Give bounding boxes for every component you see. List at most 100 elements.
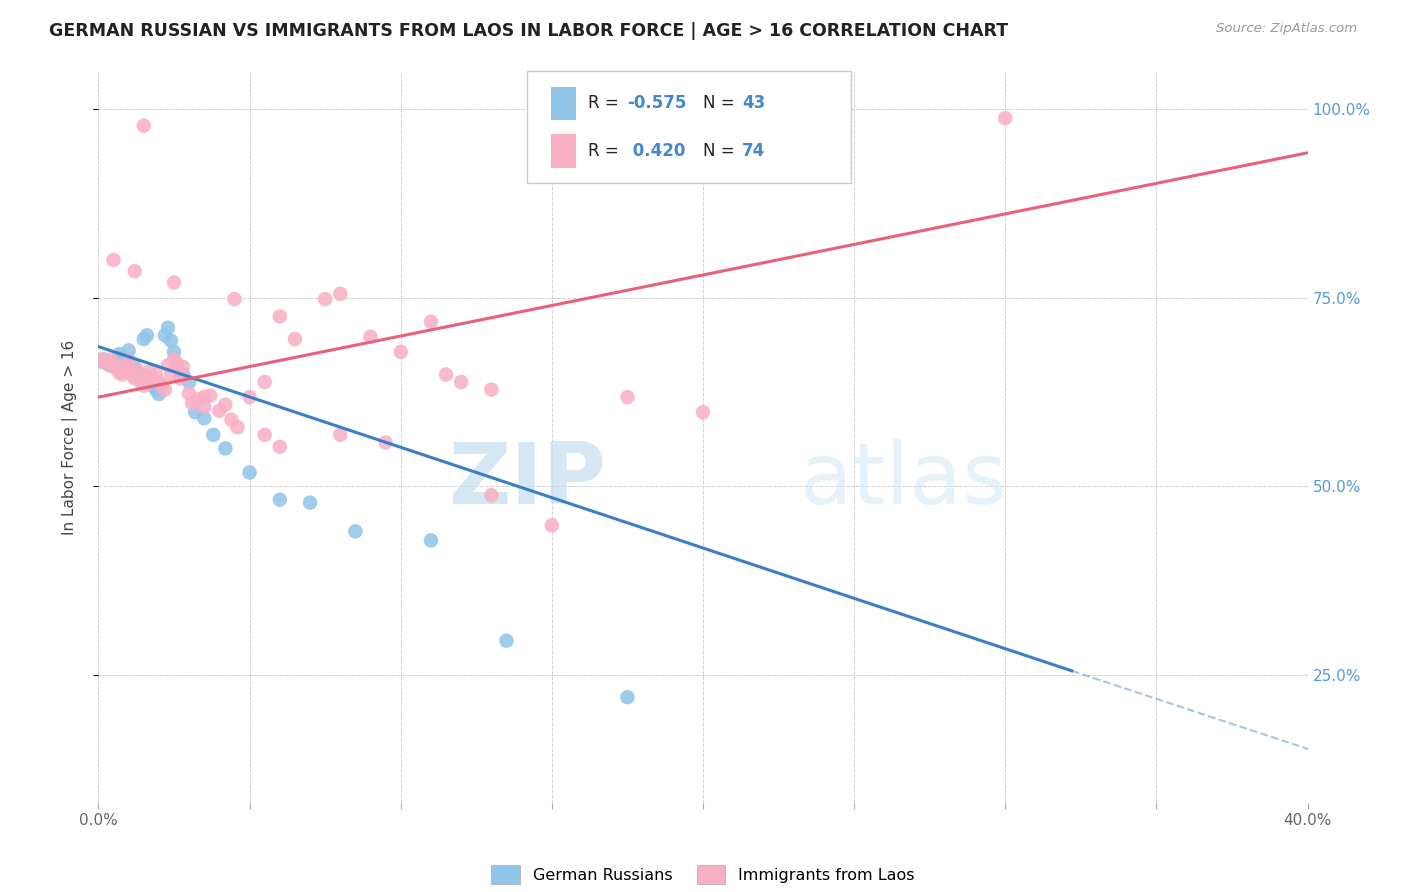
Point <box>108 347 131 361</box>
Point <box>93 352 115 367</box>
Point <box>495 633 517 648</box>
Point <box>114 357 136 371</box>
Point <box>224 292 246 306</box>
Point <box>108 366 131 380</box>
Point <box>105 359 128 374</box>
Point <box>253 375 276 389</box>
Point <box>129 369 152 384</box>
Point <box>420 315 443 329</box>
Point <box>121 368 143 382</box>
Point <box>118 359 141 374</box>
Text: N =: N = <box>703 142 740 160</box>
Point <box>96 357 118 371</box>
Point <box>145 368 167 382</box>
Point <box>200 389 222 403</box>
Point <box>540 518 562 533</box>
Point <box>103 356 125 370</box>
Point <box>179 386 201 401</box>
Point <box>111 368 134 382</box>
Point <box>360 330 382 344</box>
Point <box>193 411 215 425</box>
Point <box>163 352 186 367</box>
Point <box>221 413 243 427</box>
Point <box>132 379 155 393</box>
Point <box>150 379 173 393</box>
Point <box>616 690 638 705</box>
Point <box>269 492 291 507</box>
Point <box>124 371 146 385</box>
Text: R =: R = <box>588 142 624 160</box>
Point <box>145 383 167 397</box>
Point <box>100 352 122 367</box>
Text: -0.575: -0.575 <box>627 95 686 112</box>
Point <box>142 379 165 393</box>
Point <box>139 364 162 378</box>
Text: R =: R = <box>588 95 624 112</box>
Point <box>100 359 122 373</box>
Point <box>127 364 149 378</box>
Point <box>202 427 225 442</box>
Point <box>118 354 141 368</box>
Point <box>121 362 143 376</box>
Point <box>184 405 207 419</box>
Point <box>103 252 125 267</box>
Point <box>148 387 170 401</box>
Point <box>124 264 146 278</box>
Point <box>374 435 396 450</box>
Point <box>269 440 291 454</box>
Point <box>166 357 188 371</box>
Point <box>193 390 215 404</box>
Text: ZIP: ZIP <box>449 440 606 523</box>
Point <box>344 524 367 539</box>
Point <box>114 364 136 378</box>
Point <box>994 111 1017 125</box>
Point <box>163 344 186 359</box>
Point <box>269 310 291 324</box>
Point <box>103 359 125 373</box>
Point <box>389 344 412 359</box>
Point <box>172 368 194 382</box>
Point <box>160 368 183 382</box>
Point <box>239 390 262 404</box>
Point <box>118 354 141 368</box>
Point <box>179 375 201 389</box>
Point <box>132 119 155 133</box>
Point <box>135 328 157 343</box>
Point <box>105 362 128 376</box>
Point <box>90 354 112 368</box>
Point <box>329 427 352 442</box>
Text: N =: N = <box>703 95 740 112</box>
Point <box>214 442 236 456</box>
Point <box>172 359 194 374</box>
Point <box>156 359 179 373</box>
Point <box>129 375 152 389</box>
Point <box>124 359 146 374</box>
Point <box>214 398 236 412</box>
Point <box>166 359 188 374</box>
Point <box>314 292 336 306</box>
Point <box>90 352 112 367</box>
Point <box>420 533 443 548</box>
Point <box>208 403 231 417</box>
Point <box>284 332 307 346</box>
Point <box>193 400 215 414</box>
Point <box>481 383 503 397</box>
Text: atlas: atlas <box>800 440 1008 523</box>
Point <box>163 276 186 290</box>
Point <box>187 392 209 407</box>
Point <box>181 396 204 410</box>
Text: Source: ZipAtlas.com: Source: ZipAtlas.com <box>1216 22 1357 36</box>
Point <box>153 383 176 397</box>
Point <box>299 496 322 510</box>
Point <box>139 374 162 388</box>
Text: 74: 74 <box>742 142 766 160</box>
Legend: German Russians, Immigrants from Laos: German Russians, Immigrants from Laos <box>485 859 921 890</box>
Y-axis label: In Labor Force | Age > 16: In Labor Force | Age > 16 <box>62 340 77 534</box>
Point <box>108 351 131 365</box>
Point <box>118 343 141 358</box>
Text: 0.420: 0.420 <box>627 142 686 160</box>
Point <box>239 466 262 480</box>
Point <box>93 354 115 368</box>
Text: 43: 43 <box>742 95 766 112</box>
Point <box>96 357 118 371</box>
